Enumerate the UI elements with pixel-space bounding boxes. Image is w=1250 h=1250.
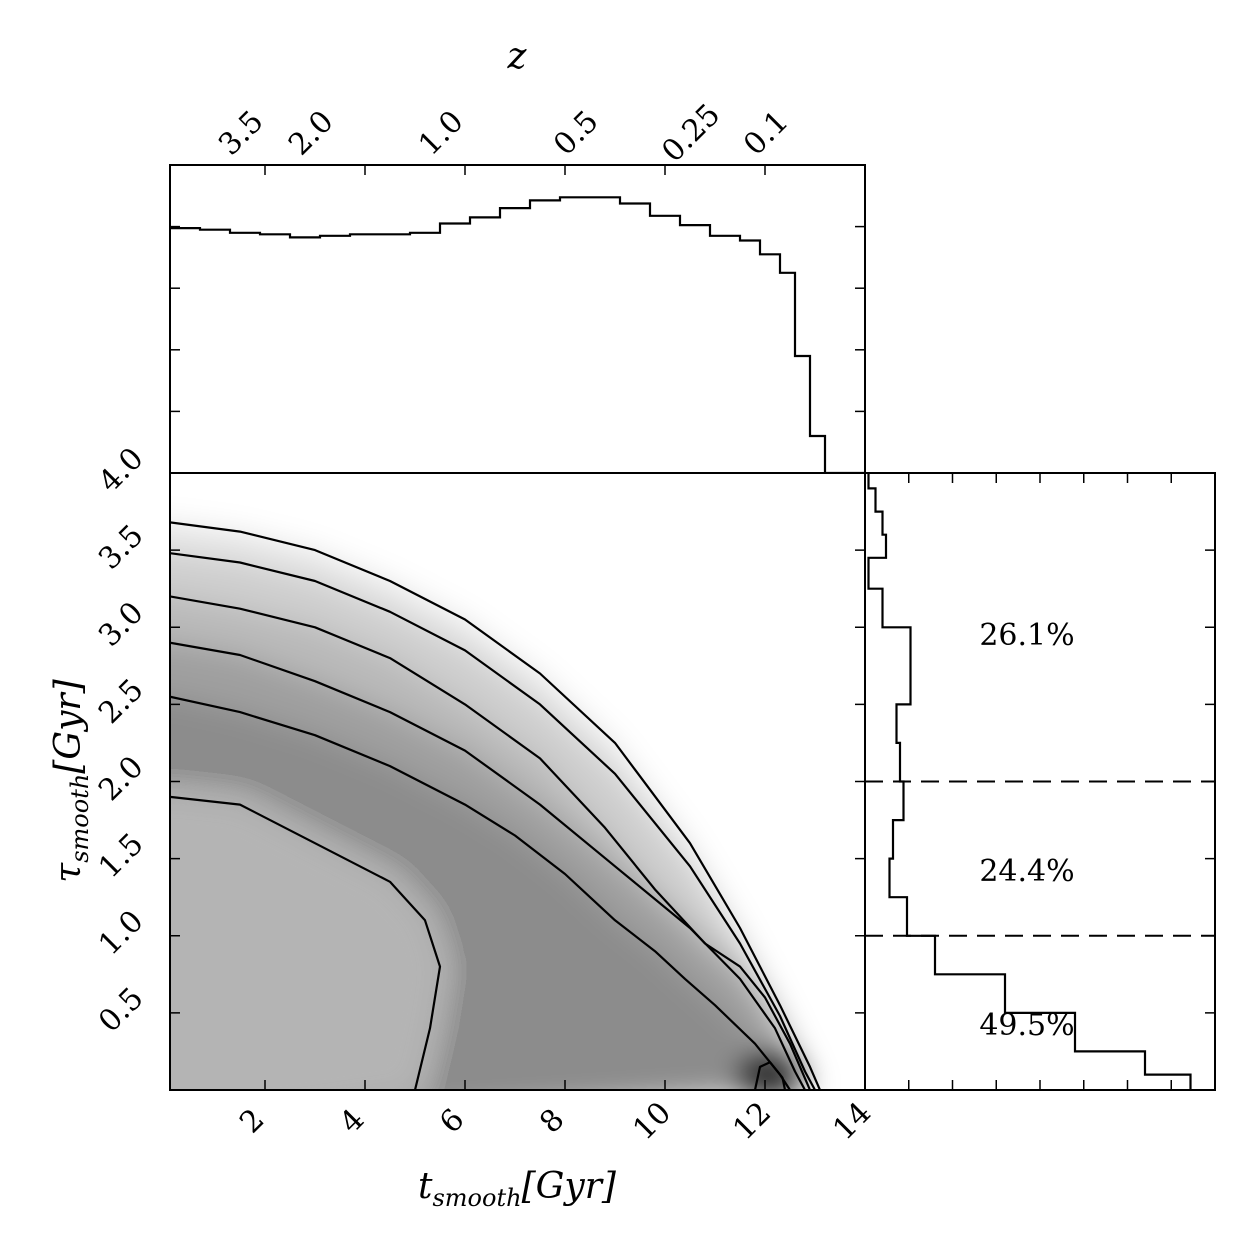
x-tick-label-14: 14 [826, 1095, 878, 1147]
x-tick-label-8: 8 [533, 1102, 571, 1140]
density-shading [170, 522, 820, 1090]
y-tick-label-3: 3.0 [92, 595, 150, 653]
redshift-tick-label-5: 0.1 [737, 104, 795, 162]
x-tick-label-10: 10 [626, 1095, 678, 1147]
x-tick-label-2: 2 [233, 1102, 271, 1140]
x-tick-label-6: 6 [433, 1102, 471, 1140]
redshift-tick-label-1: 2.0 [282, 104, 340, 162]
x-tick-label-12: 12 [726, 1095, 778, 1147]
top-histogram-panel: 3.5 2.0 1.0 0.5 0.25 0.1 z [169, 36, 866, 474]
redshift-tick-label-2: 1.0 [412, 104, 470, 162]
top-panel-frame [169, 164, 866, 474]
y-tick-label-2.5: 2.5 [92, 672, 150, 730]
contour-second [170, 552, 816, 1090]
redshift-ticks: 3.5 2.0 1.0 0.5 0.25 0.1 [212, 97, 795, 169]
y-axis-label: τsmooth[Gyr] [48, 678, 94, 882]
right-ticks [908, 473, 1215, 1090]
percentage-label-2: 49.5% [979, 1008, 1074, 1043]
y-tick-label-1: 1.0 [92, 904, 150, 962]
right-histogram-line [867, 473, 1192, 1090]
contour-peak [753, 1061, 787, 1090]
percentage-labels: 26.1% 24.4% 49.5% [979, 618, 1074, 1043]
percentile-dividers [865, 780, 1215, 937]
contour-inner [170, 695, 791, 1090]
top-y-ticks [170, 225, 865, 413]
contour-lines [170, 521, 822, 1090]
top-histogram-line [170, 196, 865, 473]
density-map [170, 522, 820, 1090]
contour-third [170, 595, 812, 1090]
main-panel: 2 4 6 8 10 12 14 0.5 1.0 1.5 2.0 2.5 3.0 3.5 4.0 tsmo… [48, 165, 878, 1212]
right-histogram-panel: 26.1% 24.4% 49.5% [864, 472, 1216, 1091]
contour-fourth [170, 641, 806, 1090]
contour-core [170, 795, 442, 1090]
redshift-tick-label-4: 0.25 [655, 97, 727, 169]
x-tick-label-4: 4 [333, 1102, 371, 1140]
x-axis-label: tsmooth[Gyr] [418, 1166, 617, 1212]
contour-outer [170, 521, 822, 1090]
redshift-tick-label-0: 3.5 [212, 104, 270, 162]
redshift-tick-label-3: 0.5 [547, 104, 605, 162]
y-tick-label-3.5: 3.5 [92, 518, 150, 576]
density-core-light-region [170, 796, 440, 1090]
y-tick-label-4: 4.0 [92, 441, 150, 499]
redshift-axis-label: z [507, 36, 528, 77]
percentage-label-1: 24.4% [979, 854, 1074, 889]
y-tick-label-0.5: 0.5 [92, 981, 150, 1039]
percentage-label-0: 26.1% [979, 618, 1074, 653]
y-tick-label-2: 2.0 [92, 750, 150, 808]
y-tick-label-1.5: 1.5 [92, 827, 150, 885]
